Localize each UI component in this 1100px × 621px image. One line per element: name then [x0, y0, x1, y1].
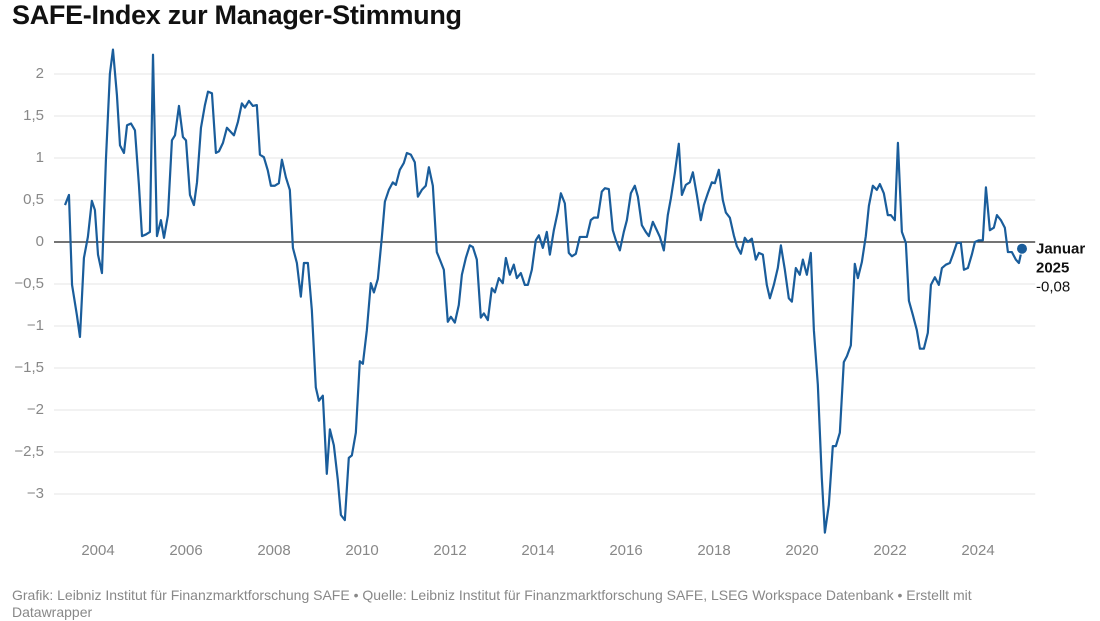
annotation-label: 2025	[1036, 260, 1069, 277]
series-line	[63, 48, 1024, 534]
x-tick-label: 2010	[345, 542, 378, 559]
y-tick-label: 0	[36, 233, 44, 250]
last-point	[1016, 242, 1028, 255]
x-tick-label: 2022	[873, 542, 906, 559]
y-tick-label: 1	[36, 149, 44, 166]
x-tick-label: 2024	[961, 542, 994, 559]
y-tick-label: −1	[27, 317, 44, 334]
x-tick-label: 2020	[785, 542, 818, 559]
footer-note: Grafik: Leibniz Institut für Finanzmarkt…	[12, 587, 972, 620]
y-tick-label: −0,5	[14, 275, 44, 292]
y-tick-label: 1,5	[23, 107, 44, 124]
chart-title: SAFE-Index zur Manager-Stimmung	[12, 0, 462, 30]
value-label: -0,08	[1036, 279, 1070, 296]
y-tick-label: 2	[36, 65, 44, 82]
x-tick-label: 2008	[257, 542, 290, 559]
y-tick-label: −2,5	[14, 443, 44, 460]
y-tick-label: −3	[27, 485, 44, 502]
x-tick-label: 2016	[609, 542, 642, 559]
x-tick-label: 2012	[433, 542, 466, 559]
annotation-label: Januar	[1036, 241, 1085, 258]
y-tick-label: −1,5	[14, 359, 44, 376]
y-tick-label: −2	[27, 401, 44, 418]
y-tick-label: 0,5	[23, 191, 44, 208]
x-tick-label: 2018	[697, 542, 730, 559]
x-tick-label: 2006	[169, 542, 202, 559]
x-tick-label: 2014	[521, 542, 554, 559]
x-tick-label: 2004	[81, 542, 114, 559]
chart: 2 1,5 1 0,5 0 −0,5 −1 −1,5 −2 −2,5 −3 2004 2006 2008 2…	[14, 48, 1085, 559]
